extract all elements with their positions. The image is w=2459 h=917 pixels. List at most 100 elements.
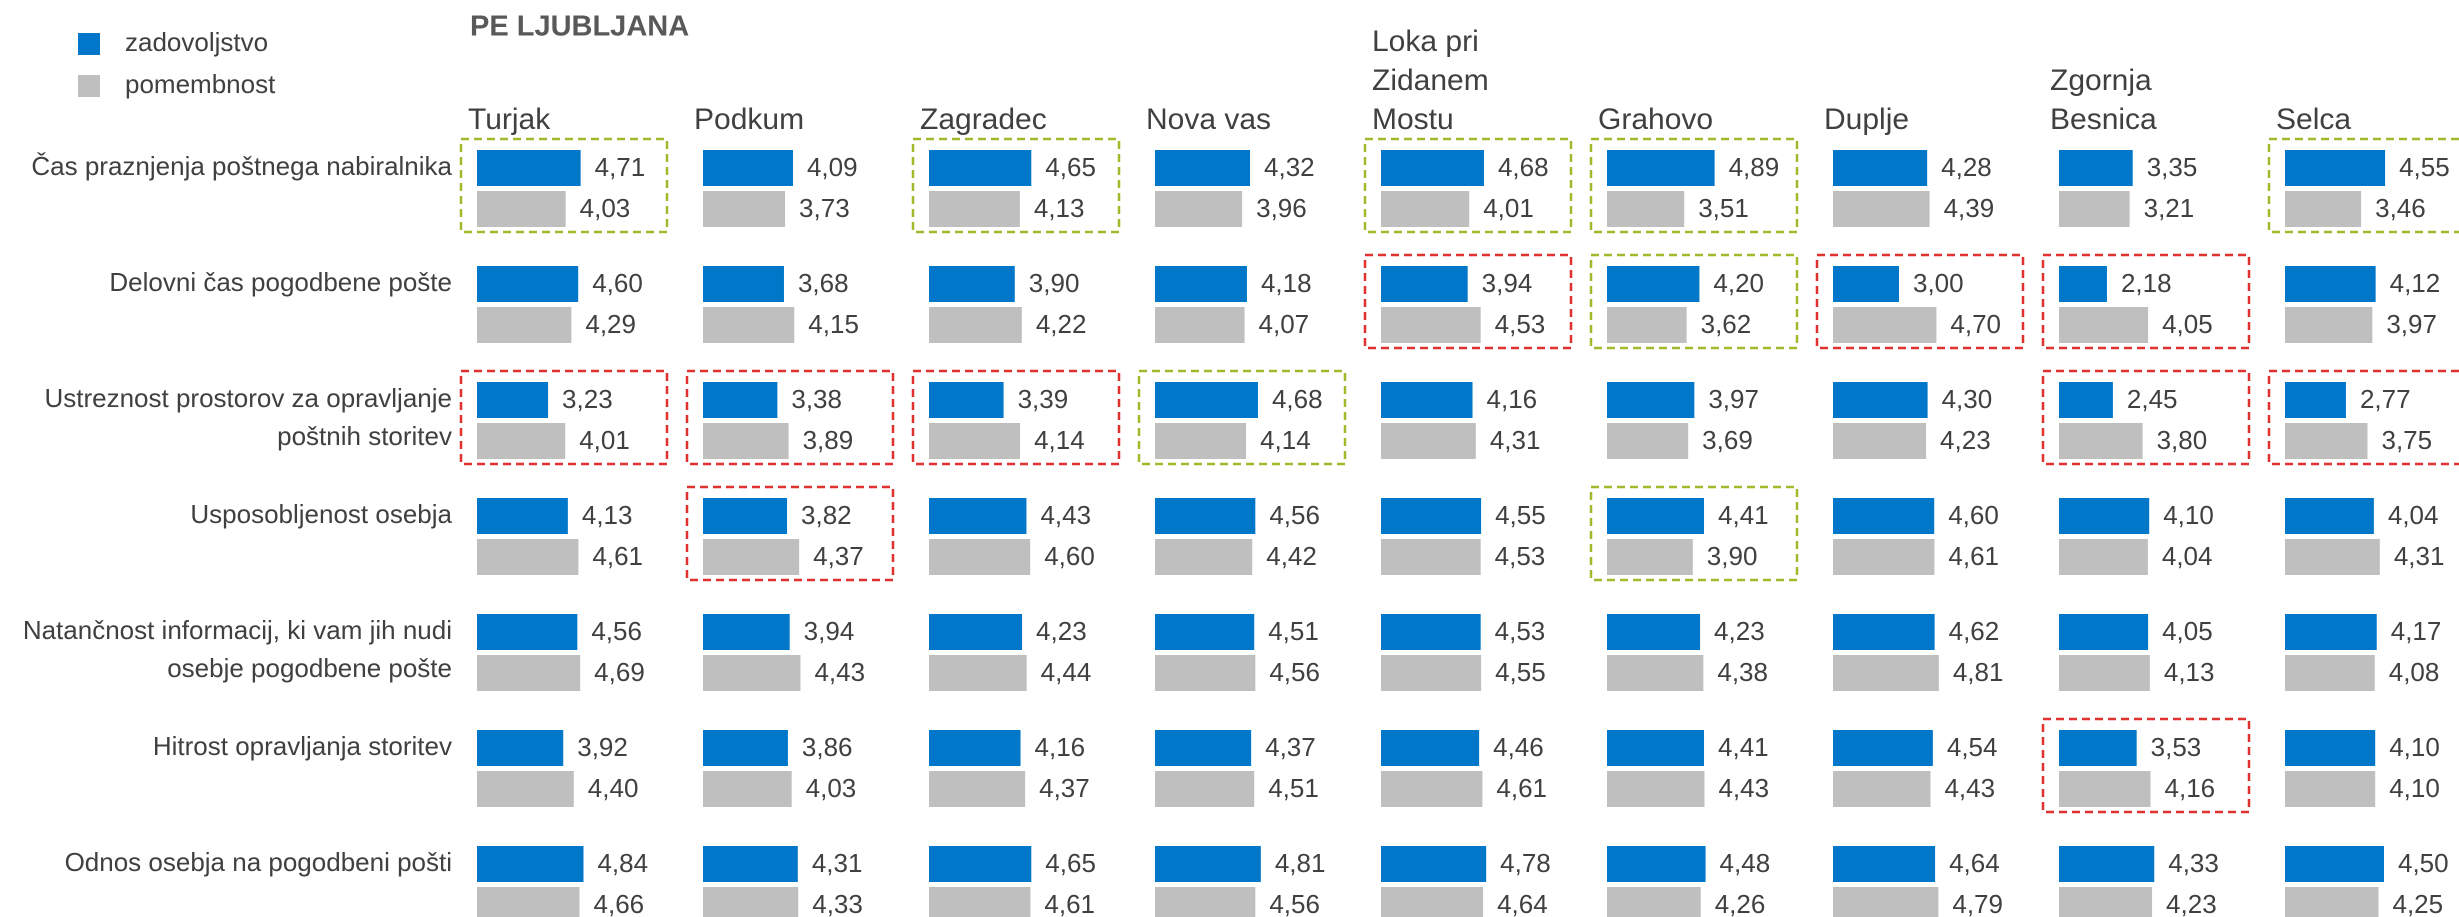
bar [2285, 846, 2384, 882]
bar [1607, 382, 1695, 418]
highlight-box [1815, 253, 2025, 350]
value-label: 4,07 [1259, 309, 1310, 339]
value-label: 4,56 [1269, 500, 1320, 530]
bar [929, 423, 1021, 459]
bar [1381, 887, 1484, 917]
value-label: 4,41 [1718, 732, 1769, 762]
bar [2285, 382, 2346, 418]
value-label: 4,50 [2398, 848, 2449, 878]
value-label: 4,04 [2388, 500, 2439, 530]
value-label: 4,81 [1953, 657, 2004, 687]
value-label: 4,37 [1039, 773, 1090, 803]
bar [2285, 887, 2379, 917]
bar [477, 150, 581, 186]
bar [1155, 887, 1256, 917]
bar [703, 382, 778, 418]
panel-title: Grahovo [1598, 103, 1713, 136]
value-label: 3,38 [791, 384, 842, 414]
highlight-box [1589, 253, 1799, 350]
bar [2059, 498, 2150, 534]
bar [703, 539, 800, 575]
bar [2059, 423, 2143, 459]
value-label: 4,61 [1948, 541, 1999, 571]
value-label: 3,82 [801, 500, 852, 530]
bar [1833, 191, 1930, 227]
value-label: 4,60 [1044, 541, 1095, 571]
value-label: 3,96 [1256, 193, 1307, 223]
bar [1381, 423, 1476, 459]
bar [703, 730, 788, 766]
value-label: 4,17 [2391, 616, 2442, 646]
bar [2059, 887, 2153, 917]
bar [929, 498, 1027, 534]
bar [1155, 150, 1251, 186]
value-label: 3,21 [2144, 193, 2195, 223]
bar [1833, 150, 1928, 186]
value-label: 4,01 [1483, 193, 1534, 223]
value-label: 4,05 [2162, 616, 2213, 646]
bar [1607, 150, 1715, 186]
panel-title: Duplje [1824, 103, 1909, 136]
value-label: 3,46 [2375, 193, 2426, 223]
bar [1155, 846, 1261, 882]
value-label: 3,97 [1708, 384, 1759, 414]
bar [1155, 614, 1255, 650]
legend-swatch [78, 33, 100, 55]
category-label: Čas praznjenja poštnega nabiralnika [31, 151, 452, 181]
bar [477, 191, 566, 227]
value-label: 4,69 [594, 657, 645, 687]
value-label: 4,16 [1035, 732, 1086, 762]
value-label: 3,39 [1018, 384, 1069, 414]
bar [1607, 307, 1687, 343]
bar [1607, 614, 1701, 650]
value-label: 4,43 [1040, 500, 1091, 530]
value-label: 4,89 [1729, 152, 1780, 182]
panel-title: Turjak [468, 103, 551, 136]
value-label: 3,90 [1029, 268, 1080, 298]
bar [929, 150, 1032, 186]
value-label: 3,94 [804, 616, 855, 646]
value-label: 4,56 [591, 616, 642, 646]
bar [703, 887, 799, 917]
value-label: 4,37 [813, 541, 864, 571]
value-label: 4,15 [808, 309, 859, 339]
value-label: 3,23 [562, 384, 613, 414]
value-label: 4,71 [595, 152, 646, 182]
value-label: 4,16 [1487, 384, 1538, 414]
bar [477, 887, 580, 917]
highlight-box [2267, 137, 2459, 234]
bar [703, 150, 793, 186]
highlight-box [459, 369, 669, 466]
value-label: 3,90 [1707, 541, 1758, 571]
bar [1833, 614, 1935, 650]
bar [2059, 266, 2107, 302]
highlight-box [685, 485, 895, 582]
value-label: 3,97 [2386, 309, 2437, 339]
value-label: 4,60 [592, 268, 643, 298]
value-label: 4,22 [1036, 309, 1087, 339]
bar [929, 730, 1021, 766]
bar [1155, 382, 1258, 418]
panel-title: Zgornja [2050, 64, 2152, 97]
bar [1155, 498, 1256, 534]
legend-label: pomembnost [125, 69, 276, 99]
bar [477, 498, 568, 534]
panel-title: Zidanem [1372, 64, 1489, 97]
bar [2059, 730, 2137, 766]
highlight-box [459, 137, 669, 234]
bar [2059, 150, 2133, 186]
value-label: 4,10 [2389, 732, 2440, 762]
bar [1833, 730, 1933, 766]
value-label: 4,40 [588, 773, 639, 803]
value-label: 4,56 [1269, 889, 1320, 917]
value-label: 4,26 [1715, 889, 1766, 917]
value-label: 4,23 [2166, 889, 2217, 917]
value-label: 4,10 [2389, 773, 2440, 803]
value-label: 2,18 [2121, 268, 2172, 298]
value-label: 4,66 [594, 889, 645, 917]
value-label: 4,31 [1490, 425, 1541, 455]
bar [477, 307, 572, 343]
bar [703, 498, 788, 534]
bar [1381, 539, 1481, 575]
